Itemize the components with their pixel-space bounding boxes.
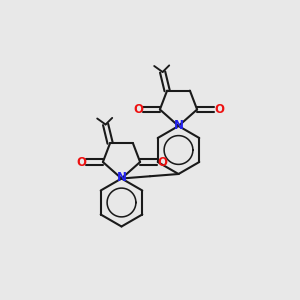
Text: O: O xyxy=(133,103,143,116)
Text: O: O xyxy=(76,155,86,169)
Text: O: O xyxy=(157,155,167,169)
Text: N: N xyxy=(116,171,127,184)
Text: N: N xyxy=(173,118,184,132)
Text: O: O xyxy=(214,103,224,116)
